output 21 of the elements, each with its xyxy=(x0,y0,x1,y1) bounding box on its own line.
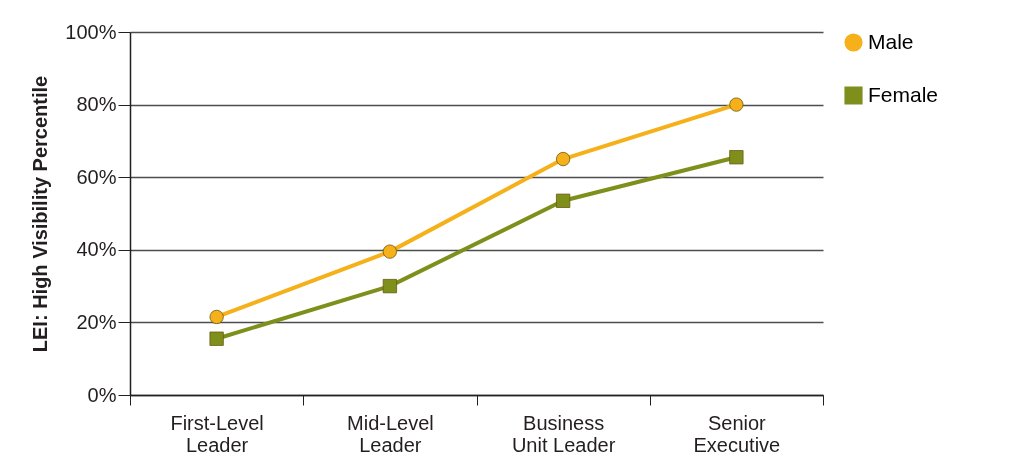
point xyxy=(209,331,224,346)
point xyxy=(382,278,397,294)
x-tick-label: Senior Executive xyxy=(693,411,781,456)
point xyxy=(382,244,397,259)
y-axis-title: LEI: High Visibility Percentile xyxy=(29,75,52,353)
y-tick-label: 60% xyxy=(76,165,117,188)
legend-label: Male xyxy=(868,29,914,53)
x-tick-label: First-Level Leader xyxy=(170,411,264,456)
y-tick-label: 20% xyxy=(76,310,117,333)
point xyxy=(729,97,744,112)
y-tick-label: 100% xyxy=(65,20,117,43)
point xyxy=(556,151,571,167)
legend-label: Female xyxy=(868,82,939,106)
point xyxy=(729,150,744,165)
y-tick-label: 80% xyxy=(76,93,117,116)
x-tick-label: Business Unit Leader xyxy=(511,411,616,456)
y-tick-label: 40% xyxy=(76,238,117,261)
point xyxy=(209,309,224,325)
x-tick-label: Mid-Level Leader xyxy=(347,411,434,456)
y-tick-label: 0% xyxy=(87,383,117,406)
point xyxy=(556,193,571,208)
